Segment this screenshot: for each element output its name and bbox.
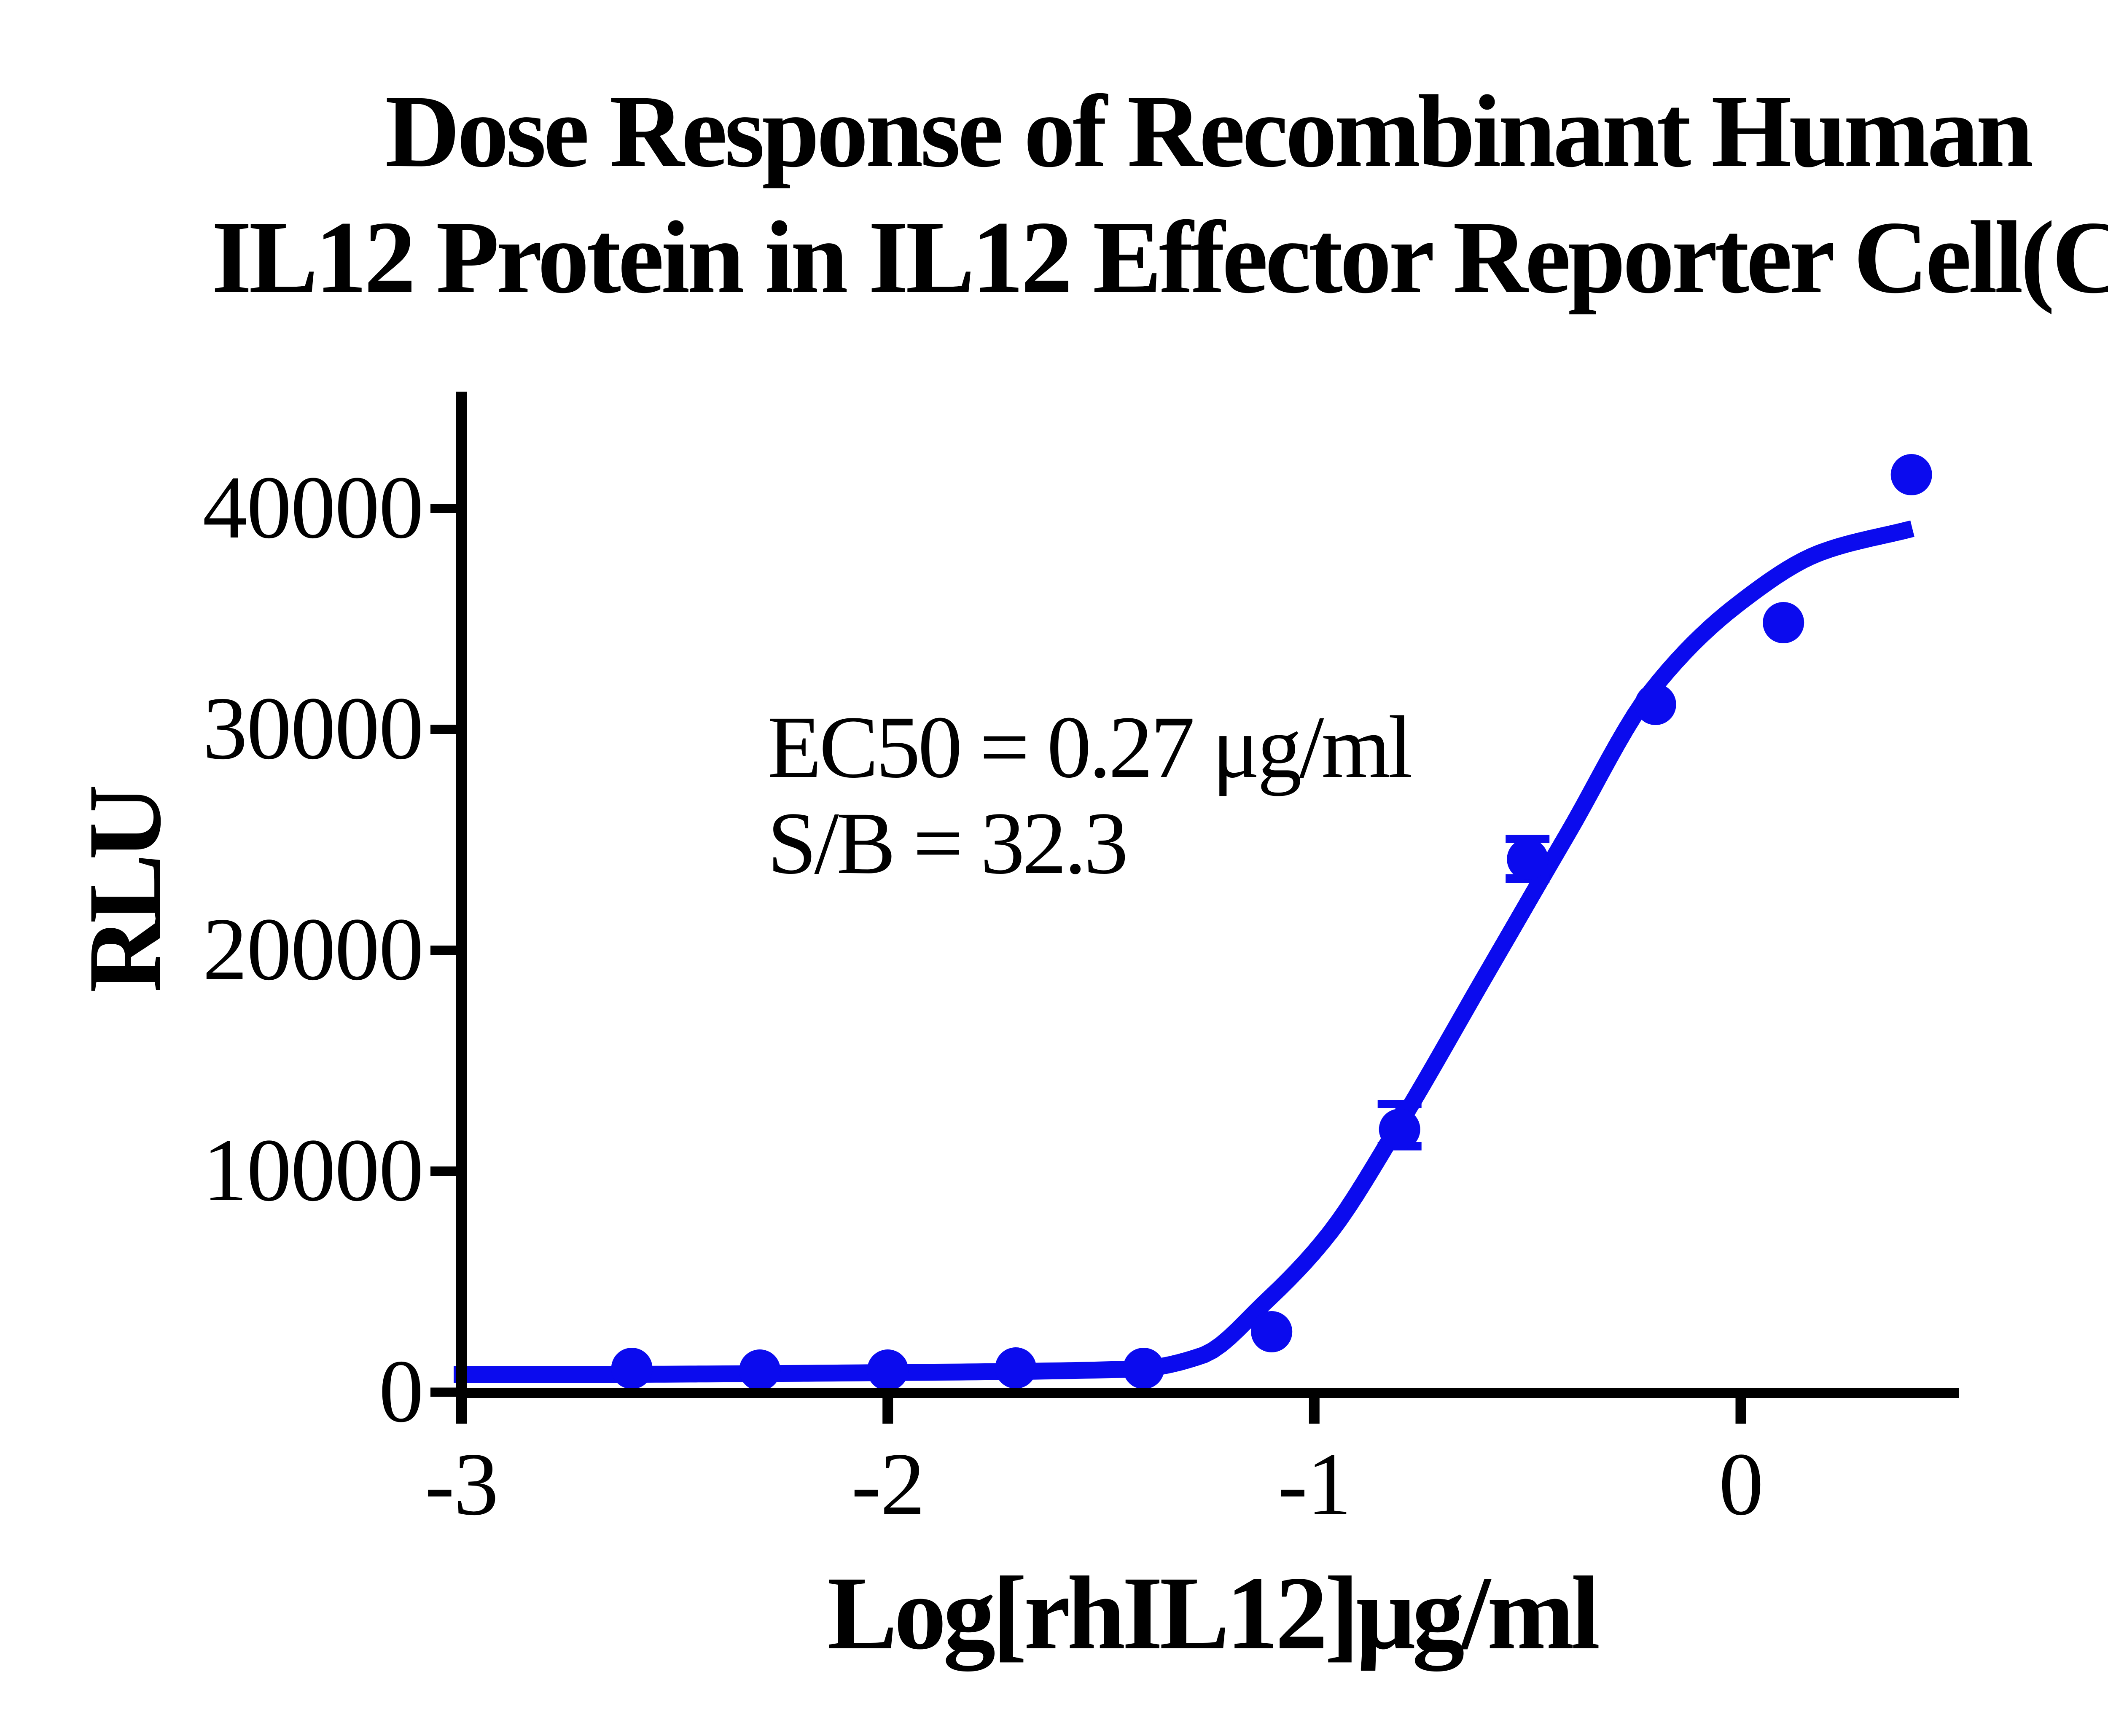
svg-text:20000: 20000	[203, 900, 423, 999]
svg-text:-2: -2	[851, 1435, 924, 1534]
svg-text:-1: -1	[1278, 1435, 1351, 1534]
svg-text:EC50 = 0.27 μg/ml: EC50 = 0.27 μg/ml	[767, 698, 1411, 796]
svg-text:IL12 Protein in IL12 Effector: IL12 Protein in IL12 Effector Reporter C…	[212, 200, 2108, 315]
svg-text:10000: 10000	[203, 1121, 423, 1220]
svg-text:-3: -3	[425, 1435, 497, 1534]
svg-text:S/B = 32.3: S/B = 32.3	[767, 794, 1126, 892]
svg-text:40000: 40000	[203, 458, 423, 557]
svg-text:0: 0	[379, 1342, 423, 1441]
svg-text:Dose Response of Recombinant H: Dose Response of Recombinant Human	[385, 74, 2032, 189]
svg-text:30000: 30000	[203, 679, 423, 778]
svg-text:0: 0	[1719, 1435, 1763, 1534]
svg-text:RLU: RLU	[67, 787, 183, 993]
svg-text:Log[rhIL12]μg/ml: Log[rhIL12]μg/ml	[827, 1555, 1598, 1672]
